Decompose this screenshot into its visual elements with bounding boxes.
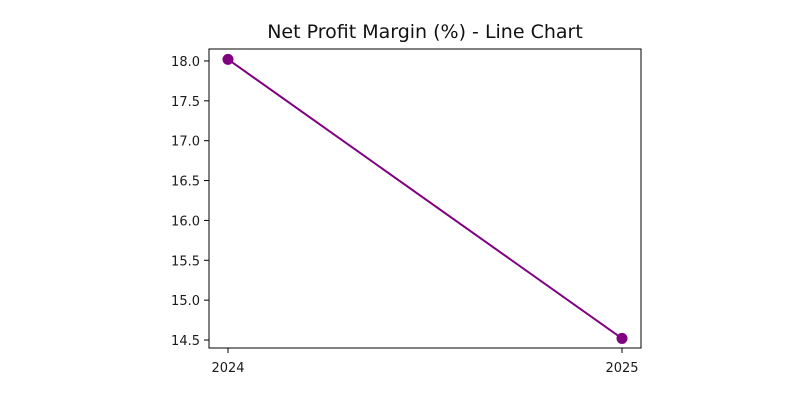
x-tick-label: 2025 xyxy=(605,361,638,376)
y-tick-label: 15.0 xyxy=(171,294,200,309)
y-tick-label: 17.0 xyxy=(171,135,200,150)
series-line xyxy=(227,58,623,340)
y-tick-label: 14.5 xyxy=(171,334,200,349)
y-tick-label: 15.5 xyxy=(171,254,200,269)
y-tick-label: 16.0 xyxy=(171,214,200,229)
y-tick-label: 18.0 xyxy=(171,55,200,70)
plot-frame xyxy=(208,48,642,349)
y-tick-label: 17.5 xyxy=(171,95,200,110)
y-tick-label: 16.5 xyxy=(171,175,200,190)
data-point xyxy=(222,53,234,65)
data-point xyxy=(616,332,628,344)
chart-title: Net Profit Margin (%) - Line Chart xyxy=(267,21,583,43)
x-tick-label: 2024 xyxy=(211,361,244,376)
plot-area: 18.0 17.5 17.0 16.5 16.0 15.5 15.0 14.5 2024 2025 xyxy=(171,48,642,376)
